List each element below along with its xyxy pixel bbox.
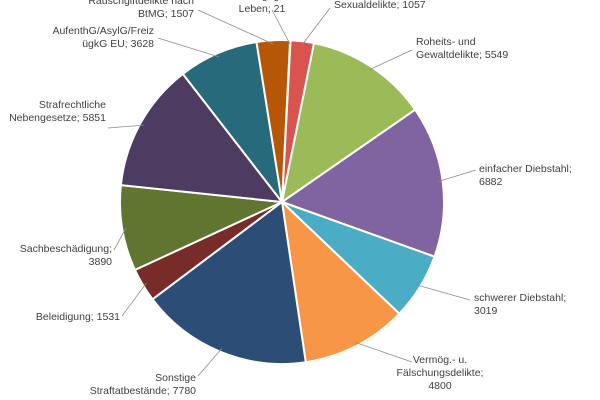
- data-label-aufenthg-asylg-freizuegkg-eu: AufenthG/AsylG/Freiz ügkG EU; 3628: [52, 25, 154, 50]
- data-label-einfacher-diebstahl: einfacher Diebstahl; 6882: [479, 163, 572, 188]
- leader-line-rauschgiftdelikte-nach-btmg: [197, 9, 274, 45]
- pie-slice-sachbeschaedigung: [119, 184, 286, 272]
- data-label-beleidigung: Beleidigung; 1531: [36, 311, 120, 323]
- leader-line-straftaten-gegen-das-leben: [271, 9, 291, 45]
- data-label-straftaten-gegen-das-leben: Straftaten gegen dasLeben; 21: [213, 0, 311, 15]
- data-label-sonstige-straftatbestaende: Sonstige Straftatbestände; 7780: [90, 372, 196, 397]
- data-label-rauschgiftdelikte-nach-btmg: Rauschgiftdelikte nach BtMG; 1507: [88, 0, 194, 20]
- leader-lines: [107, 7, 477, 377]
- pie-slice-vermoeg-u-faelschungsdelikte: [280, 199, 401, 364]
- data-label-sexualdelikte: Sexualdelikte; 1057: [334, 0, 426, 11]
- data-label-roheits-und-gewaltdelikte: Roheits- und Gewaltdelikte; 5549: [416, 36, 508, 61]
- leader-line-vermoeg-u-faelschungsdelikte: [354, 341, 413, 363]
- leader-line-sonstige-straftatbestaende: [197, 347, 223, 377]
- pie-slice-sonstige-straftatbestaende: [151, 200, 307, 365]
- leader-line-sachbeschaedigung: [113, 227, 127, 251]
- leader-line-aufenthg-asylg-freizuegkg-eu: [157, 37, 220, 58]
- leader-line-strafrechtliche-nebengesetze: [107, 124, 145, 129]
- pie-slices: [119, 38, 445, 365]
- leader-line-beleidigung: [121, 282, 147, 317]
- data-label-schwerer-diebstahl: schwerer Diebstahl; 3019: [474, 292, 566, 317]
- leader-line-einfacher-diebstahl: [438, 169, 477, 182]
- data-labels: Straftaten gegen dasLeben; 21 Sexualdelik…: [9, 0, 572, 397]
- data-label-sachbeschaedigung: Sachbeschädigung; 3890: [20, 243, 112, 268]
- data-label-strafrechtliche-nebengesetze: Strafrechtliche Nebengesetze; 5851: [9, 99, 106, 124]
- data-label-vermoeg-u-faelschungsdelikte: Vermög.- u. Fälschungsdelikte; 4800: [397, 354, 484, 392]
- pie-slice-einfacher-diebstahl: [279, 108, 445, 258]
- pie-slice-rauschgiftdelikte-nach-btmg: [255, 38, 292, 203]
- leader-line-schwerer-diebstahl: [416, 284, 471, 301]
- leader-line-roheits-und-gewaltdelikte: [368, 49, 413, 71]
- pie-slice-roheits-und-gewaltdelikte: [280, 42, 417, 205]
- leader-line-sexualdelikte: [301, 7, 331, 46]
- pie-slice-strafrechtliche-nebengesetze: [119, 72, 285, 204]
